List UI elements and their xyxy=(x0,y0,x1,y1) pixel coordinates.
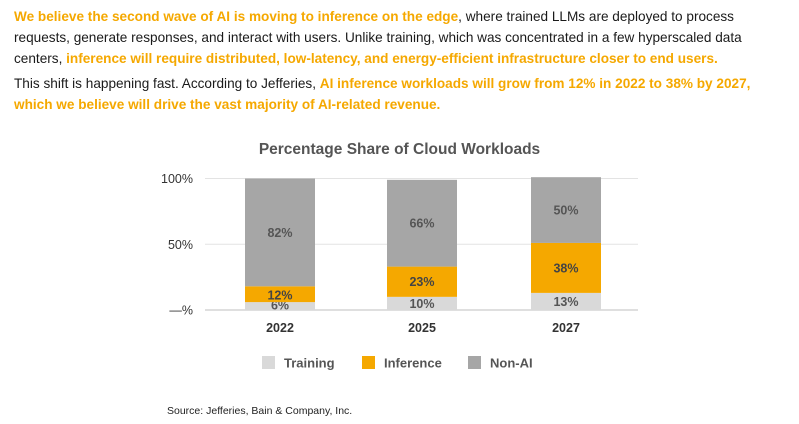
legend-label: Training xyxy=(284,356,335,371)
x-tick-label: 2027 xyxy=(552,321,580,335)
data-label: 12% xyxy=(267,288,292,302)
x-tick-label: 2022 xyxy=(266,321,294,335)
highlight-text: AI inference workloads will grow from 12… xyxy=(14,76,751,112)
legend-swatch-training xyxy=(262,356,275,369)
data-label: 23% xyxy=(409,275,434,289)
y-tick-label: 100% xyxy=(161,172,193,186)
bar-segment-inference xyxy=(387,266,457,297)
legend-label: Non-AI xyxy=(490,356,533,371)
data-label: 10% xyxy=(409,297,434,311)
bar-segment-inference xyxy=(531,242,601,293)
highlight-text: inference will require distributed, low-… xyxy=(66,51,718,66)
data-label: 82% xyxy=(267,226,292,240)
bar-segment-training xyxy=(387,296,457,310)
intro-paragraph-2: This shift is happening fast. According … xyxy=(14,73,789,115)
data-label: 13% xyxy=(553,295,578,309)
highlight-text: We believe the second wave of AI is movi… xyxy=(14,9,459,24)
body-text: This shift is happening fast. According … xyxy=(14,76,320,91)
legend-label: Inference xyxy=(384,356,442,371)
data-label: 38% xyxy=(553,261,578,275)
bar-segment-non-ai xyxy=(387,179,457,267)
x-tick-label: 2025 xyxy=(408,321,436,335)
bar-segment-training xyxy=(531,292,601,310)
bar-segment-non-ai xyxy=(245,178,315,287)
source-note: Source: Jefferies, Bain & Company, Inc. xyxy=(167,405,353,417)
y-tick-label: —% xyxy=(169,304,193,318)
y-tick-label: 50% xyxy=(168,238,193,252)
data-label: 50% xyxy=(553,204,578,218)
chart-title: Percentage Share of Cloud Workloads xyxy=(258,141,541,158)
data-label: 66% xyxy=(409,217,434,231)
legend-swatch-non-ai xyxy=(468,356,481,369)
body-text: , where trained LLMs are deployed to pro… xyxy=(14,9,742,66)
bar-segment-training xyxy=(245,302,315,310)
intro-paragraph-1: We believe the second wave of AI is movi… xyxy=(14,6,789,69)
bar-segment-non-ai xyxy=(531,177,601,243)
bar-segment-inference xyxy=(245,286,315,303)
legend-swatch-inference xyxy=(362,356,375,369)
